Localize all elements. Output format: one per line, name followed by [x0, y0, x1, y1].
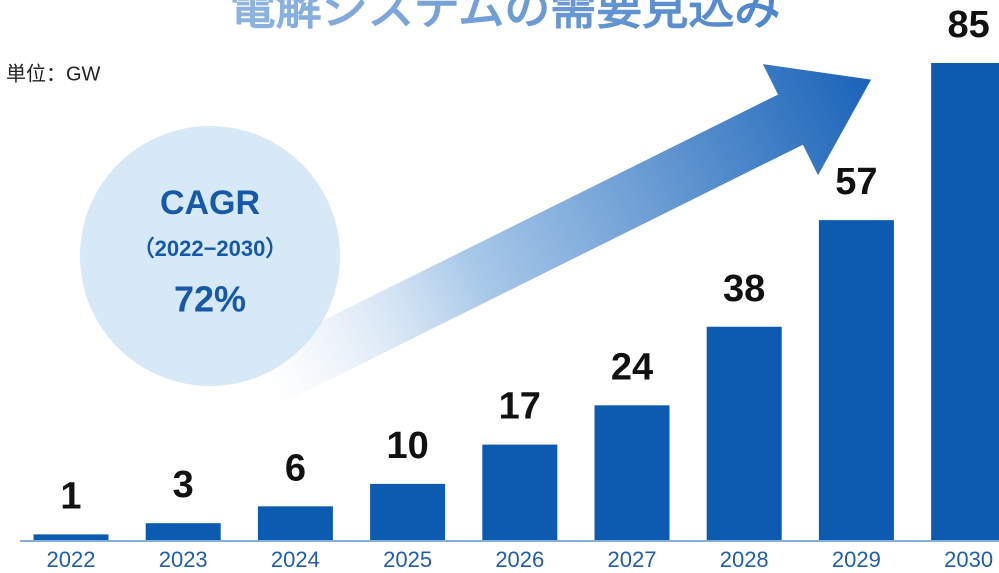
x-tick-label: 2027: [608, 547, 657, 572]
x-tick-label: 2023: [159, 547, 208, 572]
value-label: 17: [499, 386, 541, 428]
value-label: 57: [835, 161, 877, 203]
cagr-circle: [80, 126, 340, 386]
bar: [706, 326, 782, 540]
x-tick-label: 2026: [495, 547, 544, 572]
value-label: 24: [611, 346, 653, 388]
value-label: 6: [285, 447, 306, 489]
bar: [818, 220, 894, 541]
x-tick-label: 2025: [383, 547, 432, 572]
cagr-title: CAGR: [160, 184, 260, 222]
x-tick-label: 2024: [271, 547, 320, 572]
value-label: 85: [947, 4, 989, 46]
bar: [370, 483, 446, 540]
x-tick-label: 2030: [944, 547, 993, 572]
cagr-period: （2022−2030）: [133, 236, 288, 261]
bar: [482, 444, 558, 540]
x-tick-label: 2022: [47, 547, 96, 572]
cagr-value: 72%: [174, 279, 246, 320]
value-label: 10: [386, 425, 428, 467]
bar: [257, 506, 333, 540]
bar: [931, 63, 999, 540]
growth-arrow: [249, 64, 872, 408]
x-tick-label: 2028: [720, 547, 769, 572]
unit-label: 単位：GW: [6, 62, 101, 85]
bar: [33, 534, 109, 540]
x-tick-label: 2029: [832, 547, 881, 572]
chart-title: 電解システムの需要見込み: [230, 0, 781, 34]
bar: [594, 405, 670, 540]
value-label: 38: [723, 268, 765, 310]
value-label: 1: [60, 475, 81, 517]
arrow-shape: [249, 64, 872, 408]
bar: [145, 523, 221, 540]
value-label: 3: [173, 464, 194, 506]
